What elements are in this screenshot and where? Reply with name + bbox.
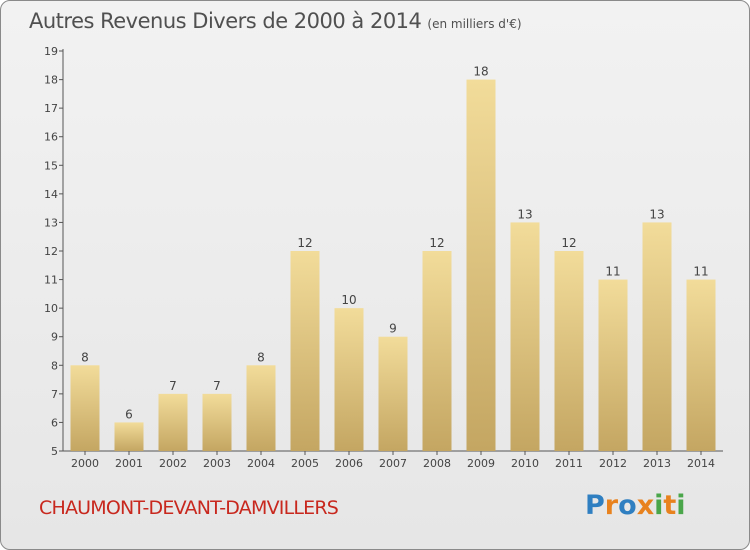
x-tick-label: 2005 <box>291 457 319 470</box>
bar <box>642 222 672 451</box>
bar-value-label: 12 <box>429 236 444 250</box>
town-name: CHAUMONT-DEVANT-DAMVILLERS <box>39 497 339 519</box>
logo-letter: P <box>585 490 605 521</box>
x-tick-label: 2009 <box>467 457 495 470</box>
bar <box>158 393 188 451</box>
bar-value-label: 8 <box>257 350 265 364</box>
bar <box>598 279 628 451</box>
y-tick-label: 7 <box>51 388 58 401</box>
y-tick-label: 5 <box>51 445 58 458</box>
y-tick-label: 18 <box>44 74 58 87</box>
x-tick-label: 2003 <box>203 457 231 470</box>
logo-letter: o <box>618 490 637 521</box>
y-tick-label: 11 <box>44 274 58 287</box>
bars <box>70 79 716 452</box>
x-tick-label: 2000 <box>71 457 99 470</box>
bar <box>466 79 496 452</box>
bar-value-label: 10 <box>341 293 356 307</box>
x-tick-label: 2012 <box>599 457 627 470</box>
x-tick-label: 2006 <box>335 457 363 470</box>
bar-value-label: 11 <box>693 265 708 279</box>
bar <box>202 393 232 451</box>
logo-letter: r <box>604 490 619 521</box>
bar-value-label: 18 <box>473 65 488 79</box>
bar-value-label: 7 <box>213 379 221 393</box>
x-axis: 2000 2001 2002 2003 2004 2005 2006 2007 2008 2009… <box>63 450 723 470</box>
y-tick-label: 16 <box>44 131 58 144</box>
bar <box>378 336 408 451</box>
bar-value-label: 13 <box>517 207 532 221</box>
bar <box>510 222 540 451</box>
x-tick-label: 2013 <box>643 457 671 470</box>
bar-value-label: 7 <box>169 379 177 393</box>
bar <box>114 422 144 451</box>
bar-value-label: 11 <box>605 265 620 279</box>
x-tick-label: 2014 <box>687 457 715 470</box>
bar-value-label: 12 <box>561 236 576 250</box>
bar <box>334 308 364 451</box>
logo-letter: x <box>636 490 655 521</box>
logo-letter: i <box>676 490 686 521</box>
logo-letter: i <box>654 490 664 521</box>
y-tick-label: 17 <box>44 102 58 115</box>
x-tick-label: 2008 <box>423 457 451 470</box>
x-tick-label: 2010 <box>511 457 539 470</box>
bar-value-label: 6 <box>125 407 133 421</box>
x-tick-label: 2011 <box>555 457 583 470</box>
x-tick-label: 2002 <box>159 457 187 470</box>
bar-value-label: 8 <box>81 350 89 364</box>
proxiti-logo: Proxiti <box>585 490 686 521</box>
y-tick-label: 14 <box>44 188 58 201</box>
bar <box>422 251 452 451</box>
bar-value-label: 12 <box>297 236 312 250</box>
logo-letter: t <box>663 490 677 521</box>
y-tick-label: 8 <box>51 359 58 372</box>
x-tick-label: 2004 <box>247 457 275 470</box>
y-tick-label: 19 <box>44 45 58 58</box>
chart-title: Autres Revenus Divers de 2000 à 2014 (en … <box>29 9 522 33</box>
x-tick-label: 2007 <box>379 457 407 470</box>
bar <box>246 365 276 451</box>
value-labels: 8 6 7 7 8 12 10 9 12 18 13 12 11 13 11 <box>81 65 708 422</box>
chart-title-unit: (en milliers d'€) <box>427 17 522 31</box>
y-tick-label: 9 <box>51 331 58 344</box>
bar-value-label: 9 <box>389 322 397 336</box>
y-tick-label: 10 <box>44 302 58 315</box>
x-tick-label: 2001 <box>115 457 143 470</box>
y-tick-label: 15 <box>44 159 58 172</box>
bar <box>290 251 320 451</box>
bar <box>554 251 584 451</box>
bar <box>686 279 716 451</box>
chart-title-text: Autres Revenus Divers de 2000 à 2014 <box>29 9 422 33</box>
y-axis: 5 6 7 8 9 10 11 12 13 14 15 16 17 18 19 <box>44 45 64 458</box>
y-tick-label: 13 <box>44 216 58 229</box>
bar <box>70 365 100 451</box>
y-tick-label: 6 <box>51 416 58 429</box>
y-tick-label: 12 <box>44 245 58 258</box>
bar-value-label: 13 <box>649 207 664 221</box>
